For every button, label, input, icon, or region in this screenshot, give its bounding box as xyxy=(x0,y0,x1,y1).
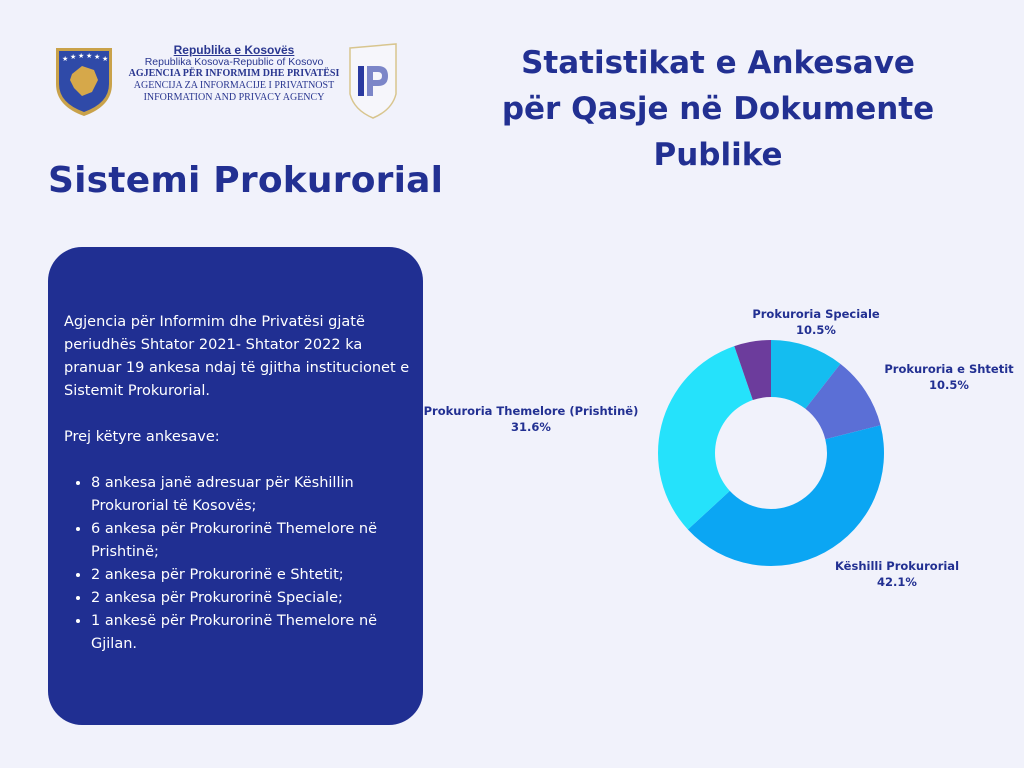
donut-segment xyxy=(687,425,884,566)
svg-text:★: ★ xyxy=(94,53,100,61)
summary-intro: Agjencia për Informim dhe Privatësi gjat… xyxy=(64,314,410,399)
svg-text:★: ★ xyxy=(78,52,84,60)
label-pct: 31.6% xyxy=(511,420,551,434)
label-name: Prokuroria Themelore (Prishtinë) xyxy=(423,404,639,418)
list-item: 6 ankesa për Prokurorinë Themelore në Pr… xyxy=(91,518,414,564)
list-item: 8 ankesa janë adresuar për Këshillin Pro… xyxy=(91,472,414,518)
label-pct: 10.5% xyxy=(796,323,836,337)
agency-name-en: INFORMATION AND PRIVACY AGENCY xyxy=(143,92,325,103)
label-name: Prokuroria Speciale xyxy=(752,307,880,321)
agency-name-sr: AGENCIJA ZA INFORMACIJE I PRIVATNOST xyxy=(133,80,335,91)
svg-text:★: ★ xyxy=(102,55,108,63)
svg-text:★: ★ xyxy=(62,55,68,63)
label-pct: 42.1% xyxy=(877,575,917,589)
donut-segment xyxy=(658,346,753,530)
list-item: 1 ankesë për Prokurorinë Themelore në Gj… xyxy=(91,610,414,656)
title-line: Publike xyxy=(653,137,783,173)
ip-agency-logo-icon xyxy=(349,43,397,119)
republic-name: Republika e Kosovës xyxy=(173,43,295,57)
republic-name-alt: Republika Kosova-Republic of Kosovo xyxy=(144,56,324,68)
summary-card: Agjencia për Informim dhe Privatësi gjat… xyxy=(48,247,423,725)
list-item: 2 ankesa për Prokurorinë Speciale; xyxy=(91,587,414,610)
agency-name-sq: AGJENCIA PËR INFORMIM DHE PRIVATËSI xyxy=(128,68,340,79)
label-name: Prokuroria e Shtetit xyxy=(884,362,1014,376)
label-keshilli-prokurorial: Këshilli Prokurorial 42.1% xyxy=(835,558,959,590)
label-pct: 10.5% xyxy=(929,378,969,392)
kosovo-coat-of-arms-icon: ★ ★ ★ ★ ★ ★ xyxy=(56,48,112,116)
title-line: Statistikat e Ankesave xyxy=(521,45,915,81)
label-themelore-prishtine: Prokuroria Themelore (Prishtinë) 31.6% xyxy=(424,403,639,435)
section-title: Sistemi Prokurorial xyxy=(48,160,444,201)
label-prokuroria-shtetit: Prokuroria e Shtetit 10.5% xyxy=(884,361,1013,393)
svg-text:★: ★ xyxy=(86,52,92,60)
label-prokuroria-speciale: Prokuroria Speciale 10.5% xyxy=(752,306,879,338)
summary-text: Agjencia për Informim dhe Privatësi gjat… xyxy=(64,311,414,656)
donut-segment xyxy=(771,340,841,409)
page-title: Statistikat e Ankesave për Qasje në Doku… xyxy=(478,40,958,178)
header-logos: ★ ★ ★ ★ ★ ★ Republika e Kosovës Republika Kos… xyxy=(50,42,410,122)
complaints-list: 8 ankesa janë adresuar për Këshillin Pro… xyxy=(64,472,414,656)
donut-segment xyxy=(805,363,881,440)
title-line: për Qasje në Dokumente xyxy=(501,91,935,127)
summary-subheading: Prej këtyre ankesave: xyxy=(64,429,220,445)
donut-segment xyxy=(734,340,771,401)
list-item: 2 ankesa për Prokurorinë e Shtetit; xyxy=(91,564,414,587)
agency-name-block: Republika e Kosovës Republika Kosova-Rep… xyxy=(128,44,340,104)
label-name: Këshilli Prokurorial xyxy=(834,559,960,573)
svg-text:★: ★ xyxy=(70,53,76,61)
